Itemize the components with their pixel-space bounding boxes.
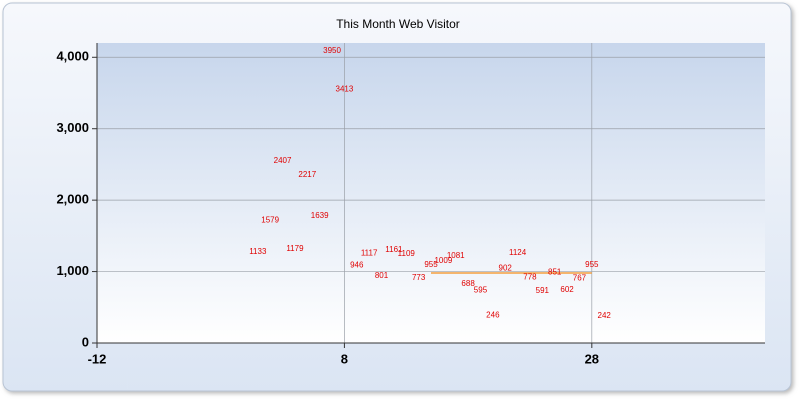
- data-label: 1579: [261, 215, 279, 224]
- data-label: 595: [474, 286, 488, 295]
- y-tick-label: 3,000: [56, 120, 89, 135]
- data-label: 955: [585, 260, 599, 269]
- data-label: 602: [560, 285, 574, 294]
- data-label: 902: [499, 264, 513, 273]
- chart-title: This Month Web Visitor: [336, 17, 460, 31]
- data-label: 955: [424, 260, 438, 269]
- data-label: 2217: [298, 170, 316, 179]
- data-label: 591: [536, 286, 550, 295]
- y-tick-label: 2,000: [56, 192, 89, 207]
- data-label: 1117: [361, 248, 378, 257]
- x-tick-label: -12: [88, 351, 107, 366]
- data-label: 1161: [385, 245, 403, 254]
- data-label: 688: [461, 279, 475, 288]
- data-label: 1133: [249, 247, 267, 256]
- data-label: 778: [523, 273, 537, 282]
- data-label: 2407: [274, 156, 292, 165]
- data-label: 773: [412, 273, 426, 282]
- y-tick-label: 1,000: [56, 263, 89, 278]
- data-label: 946: [350, 261, 364, 270]
- data-label: 801: [375, 271, 389, 280]
- data-label: 1639: [311, 211, 329, 220]
- data-label: 767: [573, 273, 587, 282]
- data-label: 851: [548, 267, 562, 276]
- data-label: 242: [598, 311, 612, 320]
- data-label: 1109: [398, 249, 416, 258]
- y-tick-label: 4,000: [56, 49, 89, 64]
- x-tick-label: 8: [341, 351, 348, 366]
- plot-area: [97, 43, 765, 343]
- data-label: 3950: [323, 46, 341, 55]
- data-label: 1124: [509, 248, 527, 257]
- data-label: 1009: [434, 256, 452, 265]
- data-label: 246: [486, 311, 500, 320]
- x-tick-label: 28: [585, 351, 599, 366]
- data-label: 1081: [447, 251, 465, 260]
- data-label: 1179: [286, 244, 304, 253]
- y-tick-label: 0: [82, 334, 89, 349]
- data-label: 3413: [336, 84, 354, 93]
